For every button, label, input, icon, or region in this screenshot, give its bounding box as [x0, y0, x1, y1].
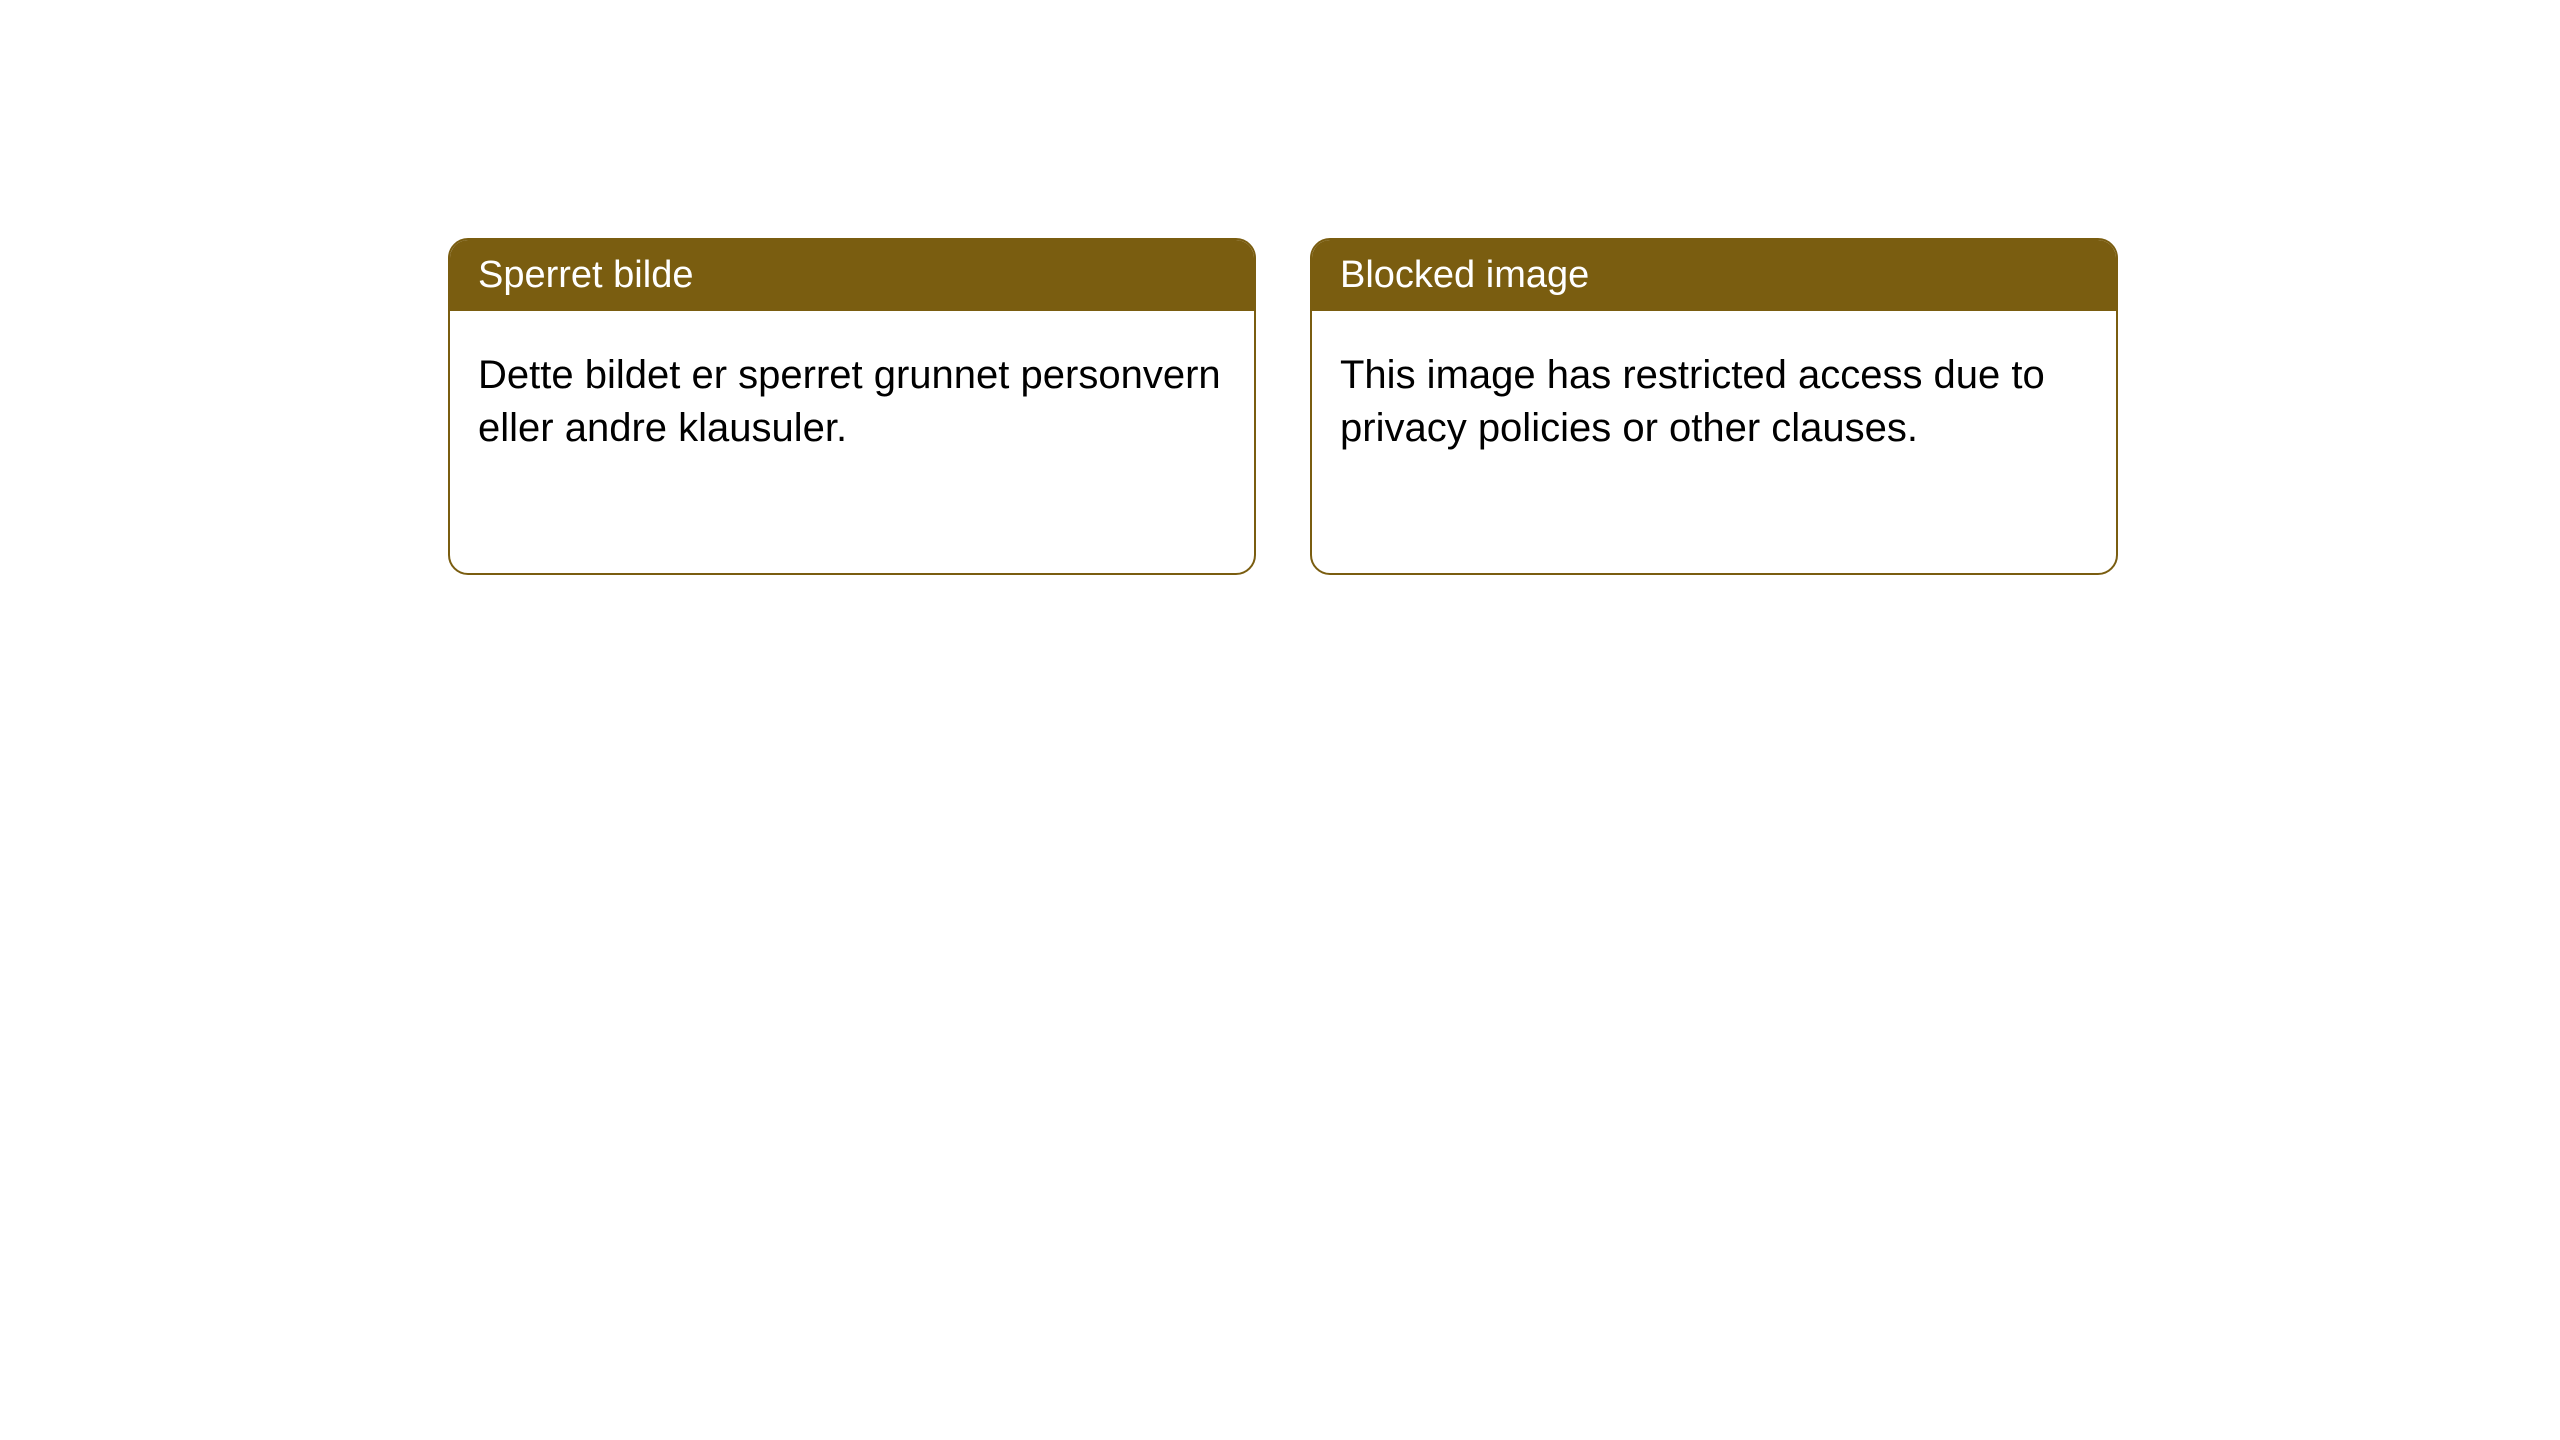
notice-container: Sperret bilde Dette bildet er sperret gr…	[0, 0, 2560, 575]
notice-body: Dette bildet er sperret grunnet personve…	[450, 311, 1254, 493]
notice-body: This image has restricted access due to …	[1312, 311, 2116, 493]
notice-card-norwegian: Sperret bilde Dette bildet er sperret gr…	[448, 238, 1256, 575]
notice-card-english: Blocked image This image has restricted …	[1310, 238, 2118, 575]
notice-title: Blocked image	[1312, 240, 2116, 311]
notice-title: Sperret bilde	[450, 240, 1254, 311]
